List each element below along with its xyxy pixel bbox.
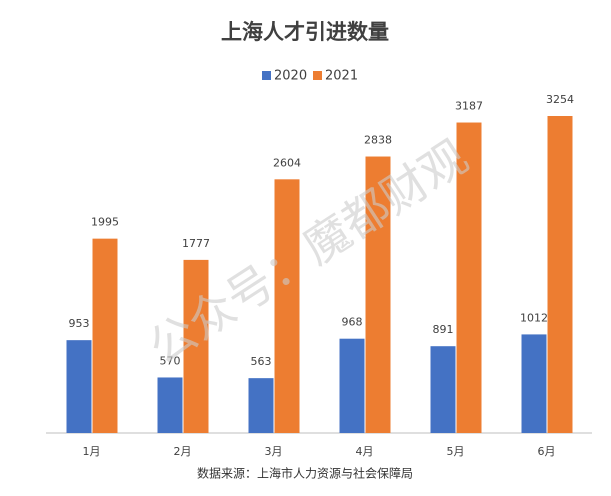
x-tick-label: 1月	[83, 445, 101, 458]
bar	[365, 156, 391, 433]
data-label: 3187	[455, 100, 483, 113]
legend-label: 2020	[274, 69, 307, 84]
data-label: 2604	[273, 156, 301, 169]
bar	[430, 346, 456, 433]
data-label: 968	[342, 316, 363, 329]
bar	[456, 122, 482, 434]
source-note: 数据来源：上海市人力资源与社会保障局	[197, 466, 413, 481]
x-tick-label: 4月	[356, 445, 374, 458]
bar	[521, 334, 547, 433]
x-tick-label: 3月	[265, 445, 283, 458]
data-label: 570	[160, 354, 181, 367]
bar	[547, 116, 573, 433]
legend-swatch	[313, 71, 322, 80]
data-label: 3254	[546, 93, 574, 106]
chart-title: 上海人才引进数量	[221, 20, 389, 44]
bar	[66, 340, 92, 433]
data-label: 1995	[91, 216, 119, 229]
bar	[248, 378, 274, 433]
bar	[339, 338, 365, 433]
data-label: 953	[69, 317, 90, 330]
data-label: 563	[251, 355, 272, 368]
bar	[157, 377, 183, 433]
data-label: 1012	[520, 311, 548, 324]
x-tick-label: 6月	[538, 445, 556, 458]
data-label: 891	[433, 323, 454, 336]
legend-swatch	[262, 71, 271, 80]
bar	[183, 259, 209, 433]
data-label: 1777	[182, 237, 210, 250]
bar	[92, 238, 118, 433]
x-tick-label: 5月	[447, 445, 465, 458]
x-tick-label: 2月	[174, 445, 192, 458]
data-label: 2838	[364, 134, 392, 147]
legend-label: 2021	[325, 69, 358, 84]
bar	[274, 179, 300, 433]
